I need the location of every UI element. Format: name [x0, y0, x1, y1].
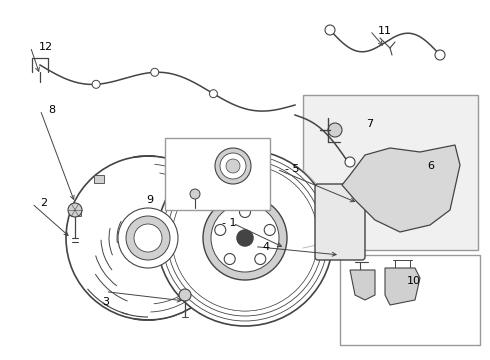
Polygon shape [342, 145, 460, 232]
Circle shape [226, 159, 240, 173]
Circle shape [126, 216, 170, 260]
Circle shape [220, 153, 246, 179]
Circle shape [224, 253, 235, 265]
Circle shape [203, 196, 287, 280]
Polygon shape [385, 268, 420, 305]
FancyBboxPatch shape [174, 147, 182, 174]
FancyBboxPatch shape [315, 184, 365, 260]
Text: 7: 7 [367, 119, 373, 129]
Circle shape [240, 207, 250, 217]
Text: 11: 11 [378, 26, 392, 36]
Circle shape [68, 203, 82, 217]
FancyBboxPatch shape [182, 147, 190, 178]
FancyBboxPatch shape [181, 167, 192, 175]
Circle shape [134, 224, 162, 252]
Text: 4: 4 [263, 242, 270, 252]
Circle shape [190, 189, 200, 199]
FancyBboxPatch shape [303, 95, 478, 250]
Circle shape [320, 238, 330, 248]
FancyBboxPatch shape [214, 147, 222, 174]
Circle shape [328, 123, 342, 137]
Text: 8: 8 [48, 105, 55, 115]
FancyBboxPatch shape [340, 255, 480, 345]
Text: - 5: - 5 [285, 164, 299, 174]
Circle shape [215, 225, 226, 235]
Circle shape [215, 148, 251, 184]
FancyBboxPatch shape [94, 175, 103, 183]
Circle shape [375, 155, 395, 175]
Text: 6: 6 [428, 161, 435, 171]
FancyBboxPatch shape [210, 195, 220, 203]
Text: 12: 12 [38, 42, 52, 52]
Text: - 1: - 1 [221, 218, 236, 228]
Circle shape [320, 190, 330, 200]
Circle shape [209, 90, 218, 98]
Text: 10: 10 [407, 276, 421, 286]
Text: 3: 3 [102, 297, 109, 307]
Circle shape [167, 160, 323, 316]
Text: 2: 2 [40, 198, 47, 208]
FancyBboxPatch shape [71, 208, 81, 216]
Circle shape [151, 68, 159, 76]
Circle shape [237, 230, 253, 246]
Circle shape [435, 50, 445, 60]
Circle shape [157, 150, 333, 326]
Circle shape [264, 225, 275, 235]
Circle shape [350, 195, 366, 211]
Text: 9: 9 [146, 195, 153, 205]
FancyBboxPatch shape [190, 147, 198, 182]
Circle shape [345, 157, 355, 167]
FancyBboxPatch shape [165, 138, 270, 210]
Circle shape [179, 289, 191, 301]
FancyBboxPatch shape [206, 147, 214, 178]
Circle shape [118, 208, 178, 268]
Circle shape [325, 25, 335, 35]
Circle shape [255, 253, 266, 265]
FancyBboxPatch shape [198, 147, 206, 182]
Circle shape [172, 165, 318, 311]
Circle shape [354, 199, 362, 207]
Circle shape [172, 165, 318, 311]
Circle shape [162, 155, 328, 321]
Polygon shape [350, 270, 375, 300]
Circle shape [422, 202, 438, 218]
Circle shape [211, 204, 279, 272]
Circle shape [92, 80, 100, 88]
